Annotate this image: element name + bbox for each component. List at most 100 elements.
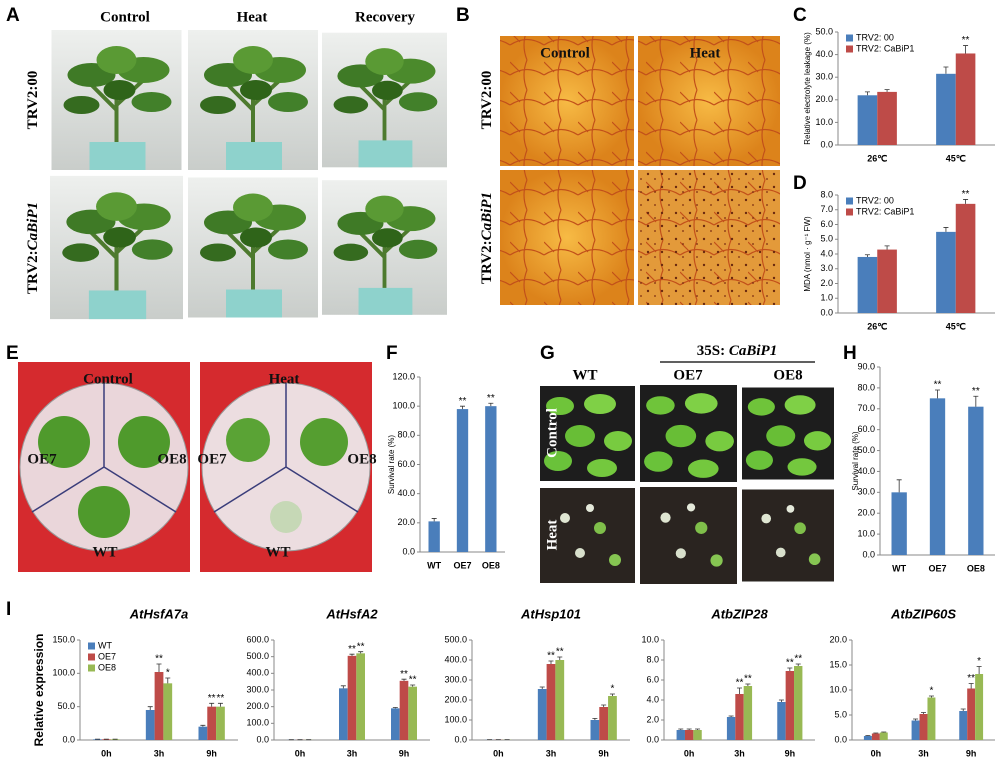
significance-label: **: [962, 35, 970, 46]
photo-texture: [500, 36, 634, 166]
bar: [929, 398, 946, 555]
y-tick-label: 0.0: [834, 734, 847, 744]
error-bar: [873, 732, 879, 734]
y-tick-label: 0.0: [646, 734, 659, 744]
x-tick-label: 9h: [206, 748, 217, 758]
significance-label: *: [977, 656, 981, 667]
photo: [640, 487, 737, 584]
error-bar: [147, 706, 153, 710]
row-label-text: TRV2:: [479, 240, 495, 284]
y-tick-label: 8.0: [820, 189, 833, 199]
y-tick-label: 7.0: [820, 204, 833, 214]
significance-label: **: [217, 693, 225, 704]
error-bar: [695, 728, 701, 730]
y-tick-label: 20.0: [829, 634, 847, 644]
y-tick-label: 0.0: [862, 549, 875, 559]
y-tick-label: 500.0: [246, 651, 269, 661]
row-label-text: TRV2:00: [479, 71, 495, 130]
y-axis-label: Relative electrolyte leakage (%): [803, 32, 812, 145]
x-tick-label: OE8: [967, 563, 985, 573]
bar: [110, 739, 120, 740]
row-label: TRV2:00: [479, 71, 495, 130]
column-label: Heat: [269, 371, 300, 387]
y-tick-label: 60.0: [397, 459, 415, 469]
y-tick-label: 400.0: [246, 668, 269, 678]
photo: [322, 30, 447, 170]
chart-title: AtbZIP28: [710, 606, 768, 621]
bar: [154, 672, 164, 740]
bar: [877, 249, 897, 313]
legend-label: OE7: [98, 651, 116, 661]
bar: [877, 91, 897, 145]
photo: [640, 385, 737, 482]
column-label: WT: [572, 367, 597, 383]
y-tick-label: 200.0: [246, 701, 269, 711]
significance-label: **: [967, 673, 975, 684]
y-tick-label: 20.0: [815, 94, 833, 104]
bar: [879, 732, 888, 740]
y-axis-label: Survival rate (%): [851, 431, 860, 490]
y-tick-label: 2.0: [646, 714, 659, 724]
bar: [608, 696, 617, 740]
x-tick-label: 45℃: [946, 321, 966, 331]
panel-letter: A: [6, 5, 20, 26]
row-label-gene: CaBiP1: [479, 192, 495, 240]
x-tick-label: 3h: [347, 748, 358, 758]
y-tick-label: 10.0: [641, 634, 659, 644]
column-label: Recovery: [355, 9, 415, 25]
error-bar: [921, 712, 926, 714]
y-tick-label: 40.0: [397, 488, 415, 498]
y-tick-label: 100.0: [444, 714, 467, 724]
photo-texture: [500, 170, 634, 305]
y-tick-label: 0.0: [820, 139, 833, 149]
y-tick-label: 500.0: [444, 634, 467, 644]
y-tick-label: 50.0: [57, 701, 75, 711]
x-tick-label: 0h: [493, 748, 504, 758]
error-bar: [609, 693, 615, 696]
bar: [391, 708, 400, 740]
bar: [555, 660, 565, 740]
significance-label: **: [400, 669, 408, 680]
x-tick-label: 0h: [295, 748, 306, 758]
x-tick-label: 26℃: [867, 321, 887, 331]
error-bar: [968, 683, 974, 689]
photo: [188, 30, 318, 170]
panel-letter: E: [6, 343, 19, 364]
y-tick-label: 300.0: [444, 674, 467, 684]
x-tick-label: WT: [427, 560, 441, 570]
photo-texture: [638, 170, 780, 305]
y-tick-label: 4.0: [820, 248, 833, 258]
error-bar: [737, 687, 742, 694]
y-tick-label: 0.0: [256, 734, 269, 744]
row-label: TRV2:00: [25, 71, 41, 130]
legend-label: TRV2: CaBiP1: [856, 206, 914, 216]
y-tick-label: 30.0: [815, 72, 833, 82]
chart-title: AtHsfA7a: [129, 606, 189, 621]
bar: [955, 203, 976, 313]
error-bar: [156, 663, 162, 672]
y-tick-label: 70.0: [857, 403, 875, 413]
plate-label: OE8: [157, 451, 186, 467]
y-tick-label: 100.0: [392, 401, 415, 411]
error-bar: [209, 702, 215, 707]
error-bar: [973, 395, 979, 407]
error-bar: [539, 686, 545, 689]
error-bar: [200, 724, 206, 727]
error-bar: [678, 728, 684, 730]
bar: [101, 739, 111, 740]
bar: [347, 655, 357, 740]
x-tick-label: 0h: [871, 748, 882, 758]
y-tick-label: 120.0: [392, 371, 415, 381]
y-tick-label: 10.0: [815, 117, 833, 127]
y-tick-label: 3.0: [820, 263, 833, 273]
y-tick-label: 100.0: [52, 668, 75, 678]
photo: [188, 178, 318, 318]
column-label: Control: [100, 9, 150, 25]
legend-label: OE8: [98, 662, 116, 672]
bar: [684, 730, 694, 740]
x-tick-label: 9h: [785, 748, 796, 758]
y-axis-label: Relative expression: [32, 634, 46, 747]
bar: [857, 256, 878, 313]
y-tick-label: 50.0: [815, 26, 833, 36]
y-tick-label: 50.0: [857, 445, 875, 455]
